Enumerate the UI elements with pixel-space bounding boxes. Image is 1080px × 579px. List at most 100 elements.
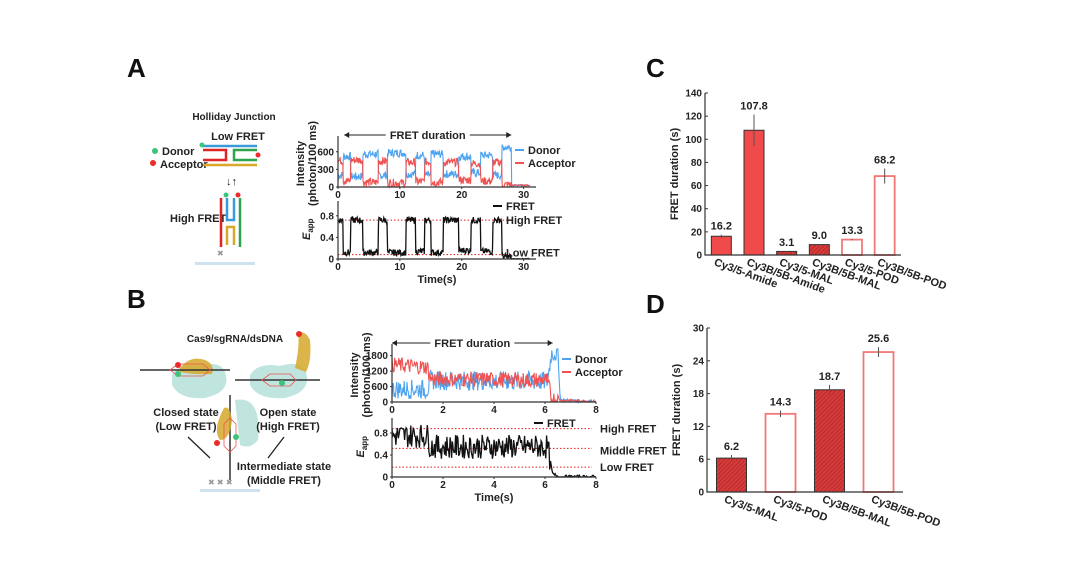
axis-line — [704, 93, 901, 256]
closed-state-sublabel: (Low FRET) — [155, 421, 216, 433]
trace-fret — [391, 424, 597, 479]
intermediate-state-sublabel: (Middle FRET) — [247, 475, 321, 487]
panel-a-intensity-chart: 0 300 600 0 10 20 30 Intensity (photon/100 ms) FR… — [295, 121, 576, 206]
x-tick-label: 0 — [335, 262, 341, 273]
x-tick-label: Cy3/5-POD — [771, 494, 829, 525]
panel-b: B Cas9/sgRNA/dsDNA — [127, 284, 667, 504]
y-tick-label: 6 — [698, 455, 704, 466]
high-fret-junction-icon: ✖ — [195, 192, 255, 265]
y-tick-label: 0.8 — [320, 211, 334, 222]
bar — [716, 457, 747, 493]
x-axis-label: Time(s) — [475, 492, 514, 504]
y-tick-label: 60 — [691, 181, 703, 192]
x-tick-label: 2 — [440, 480, 446, 491]
x-tick-label: 0 — [335, 190, 341, 201]
y-tick-label: 1800 — [366, 351, 389, 362]
x-tick-label: 0 — [389, 405, 395, 416]
panel-a-efficiency-chart: High FRET Low FRET 0 0.4 0.8 0 10 20 30 Eapp Time(… — [301, 201, 562, 286]
donor-dot-icon — [152, 148, 158, 154]
bar — [862, 351, 895, 493]
data-label: 3.1 — [779, 237, 794, 249]
y-tick-label: 140 — [685, 89, 702, 100]
fret-duration-label: FRET duration — [434, 338, 510, 350]
panel-c-bar-chart: 16.2Cy3/5-Amide107.8Cy3B/5B-Amide3.1Cy3/… — [669, 89, 948, 297]
y-tick-label: 600 — [317, 147, 334, 158]
x-tick-label: 30 — [518, 262, 530, 273]
legend-label-donor: Donor — [528, 145, 561, 157]
panel-d-bar-chart: 6.2Cy3/5-MAL14.3Cy3/5-POD18.7Cy3B/5B-MAL… — [671, 324, 942, 530]
arrowhead-right-icon — [506, 132, 512, 138]
bar — [710, 235, 732, 256]
threshold-label: Low FRET — [506, 248, 560, 260]
x-axis-label: Time(s) — [418, 274, 457, 286]
data-label: 6.2 — [724, 441, 739, 453]
arrow-open — [267, 436, 285, 459]
panel-b-label: B — [127, 284, 146, 314]
y-axis-label: Eapp — [355, 436, 369, 458]
x-tick-label: 10 — [394, 262, 406, 273]
legend-label-acceptor: Acceptor — [575, 367, 623, 379]
bar — [808, 244, 830, 256]
axis-line — [337, 136, 536, 188]
x-tick-label: 8 — [593, 480, 599, 491]
high-fret-label: High FRET — [170, 213, 226, 225]
threshold-label: High FRET — [600, 424, 656, 436]
trace-donor — [391, 348, 597, 405]
y-axis-label: FRET duration (s) — [671, 364, 683, 457]
data-label: 9.0 — [812, 230, 827, 242]
trace-donor — [337, 144, 531, 187]
bar — [764, 412, 797, 493]
cas9-diagram: Cas9/sgRNA/dsDNA — [140, 331, 331, 492]
y-tick-label: 600 — [371, 382, 388, 393]
arrowhead-right-icon — [547, 340, 553, 346]
y-tick-label: 24 — [693, 356, 705, 367]
legend-label-fret: FRET — [547, 418, 576, 430]
threshold-label: Low FRET — [600, 462, 654, 474]
open-state-label: Open state — [260, 407, 317, 419]
data-label: 107.8 — [740, 101, 768, 113]
y-axis-label: (photon/100 ms) — [361, 332, 373, 417]
y-tick-label: 0.4 — [374, 451, 388, 462]
closed-complex-icon — [140, 358, 230, 399]
acceptor-dot-icon — [150, 160, 156, 166]
intermediate-state-label: Intermediate state — [237, 461, 331, 473]
bar — [743, 129, 765, 256]
closed-state-label: Closed state — [153, 407, 218, 419]
y-tick-label: 0 — [698, 488, 704, 499]
y-tick-label: 1200 — [366, 367, 389, 378]
arrowhead-left-icon — [344, 132, 350, 138]
y-tick-label: 20 — [691, 227, 703, 238]
panel-d-label: D — [646, 289, 665, 319]
legend-acceptor: Acceptor — [160, 159, 208, 171]
x-tick-label: Cy3/5-MAL — [722, 494, 780, 525]
data-label: 25.6 — [868, 333, 889, 345]
data-label: 16.2 — [711, 221, 732, 233]
holliday-junction-diagram: Holliday Junction Low FRET Donor Accepto… — [150, 112, 276, 265]
diagram-title: Cas9/sgRNA/dsDNA — [187, 334, 283, 345]
diagram-title: Holliday Junction — [192, 112, 275, 123]
x-tick-label: 30 — [518, 190, 530, 201]
panel-c: C 16.2Cy3/5-Amide107.8Cy3B/5B-Amide3.1Cy… — [646, 53, 948, 296]
y-tick-label: 0 — [328, 183, 334, 194]
panel-a-label: A — [127, 53, 146, 83]
y-axis-label: Eapp — [301, 218, 315, 240]
x-tick-label: 2 — [440, 405, 446, 416]
y-axis-label: Intensity — [349, 352, 361, 398]
panel-c-label: C — [646, 53, 665, 83]
y-tick-label: 300 — [317, 165, 334, 176]
y-tick-label: 100 — [685, 135, 702, 146]
arrowhead-left-icon — [392, 340, 397, 346]
y-tick-label: 80 — [691, 158, 703, 169]
data-label: 68.2 — [874, 155, 895, 167]
open-state-sublabel: (High FRET) — [256, 421, 320, 433]
data-label: 18.7 — [819, 371, 840, 383]
x-tick-label: 20 — [456, 190, 468, 201]
threshold-label: High FRET — [506, 215, 562, 227]
fret-duration-label: FRET duration — [390, 130, 466, 142]
bar — [814, 389, 845, 493]
x-tick-label: 0 — [389, 480, 395, 491]
y-tick-label: 0 — [328, 255, 334, 266]
y-tick-label: 0 — [382, 473, 388, 484]
trace-fret — [337, 215, 530, 260]
